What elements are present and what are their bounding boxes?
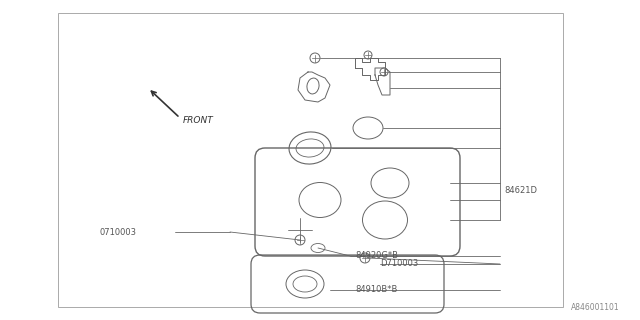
Bar — [58, 13, 563, 307]
Text: 84920G*B: 84920G*B — [355, 252, 398, 260]
Text: A846001101: A846001101 — [572, 303, 620, 312]
Text: 84621D: 84621D — [504, 186, 537, 195]
Text: 0710003: 0710003 — [100, 228, 137, 236]
Text: D710003: D710003 — [380, 260, 419, 268]
Text: FRONT: FRONT — [183, 116, 214, 125]
Text: 84910B*B: 84910B*B — [355, 285, 397, 294]
